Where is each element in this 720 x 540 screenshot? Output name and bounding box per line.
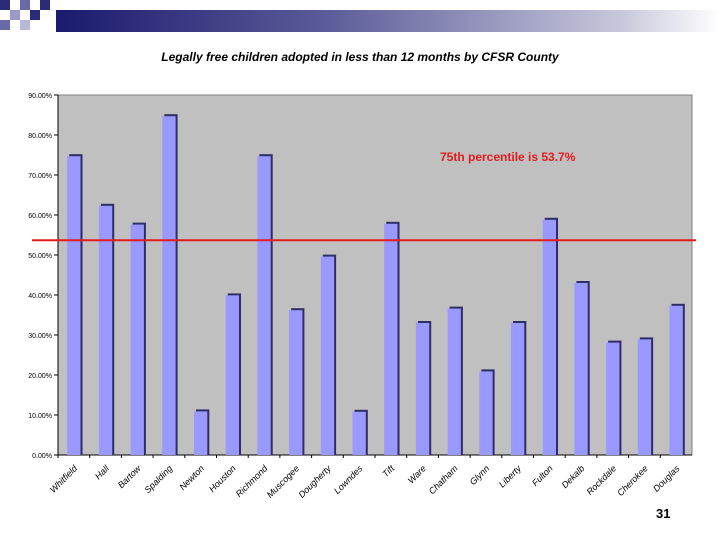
bar bbox=[510, 323, 525, 455]
bar bbox=[257, 156, 271, 455]
x-tick-label: Spalding bbox=[143, 463, 175, 495]
x-tick-label: Dougherty bbox=[296, 463, 333, 500]
y-tick-label: 10.00% bbox=[28, 413, 52, 420]
x-tick-label: Ware bbox=[406, 463, 428, 485]
y-tick-label: 90.00% bbox=[28, 93, 52, 100]
bar bbox=[637, 339, 652, 455]
bar bbox=[447, 308, 461, 455]
y-tick-label: 30.00% bbox=[28, 333, 52, 340]
bar bbox=[542, 219, 557, 455]
bar bbox=[384, 223, 398, 455]
plot-area bbox=[57, 94, 693, 456]
x-tick-label: Cherokee bbox=[615, 463, 650, 498]
x-tick-label: Liberty bbox=[497, 463, 524, 490]
y-tick-label: 40.00% bbox=[28, 293, 52, 300]
x-tick-label: Douglas bbox=[651, 463, 682, 494]
x-tick-label: Hall bbox=[93, 463, 112, 482]
y-tick-label: 0.00% bbox=[32, 453, 52, 460]
chart-title: Legally free children adopted in less th… bbox=[161, 50, 559, 64]
x-tick-label: Muscogee bbox=[265, 463, 301, 499]
x-tick-label: Glynn bbox=[468, 463, 492, 487]
bar bbox=[193, 411, 208, 455]
bar bbox=[98, 205, 113, 455]
bar bbox=[479, 371, 493, 455]
bar bbox=[352, 411, 366, 455]
y-tick-label: 80.00% bbox=[28, 133, 52, 140]
checker-decoration bbox=[0, 0, 50, 30]
x-tick-label: Chatham bbox=[427, 463, 460, 496]
x-tick-label: Dekalb bbox=[560, 463, 587, 490]
bar bbox=[67, 156, 81, 455]
bar bbox=[606, 342, 620, 455]
page-number: 31 bbox=[656, 506, 671, 521]
header-gradient-bar bbox=[56, 10, 720, 32]
bar bbox=[574, 283, 588, 455]
x-tick-label: Newton bbox=[177, 463, 206, 492]
x-tick-label: Bartow bbox=[116, 463, 143, 490]
bar bbox=[289, 310, 303, 455]
x-tick-label: Tift bbox=[380, 463, 396, 479]
bar bbox=[320, 256, 335, 455]
y-tick-label: 50.00% bbox=[28, 253, 52, 260]
reference-line-label: 75th percentile is 53.7% bbox=[440, 150, 576, 164]
y-tick-label: 60.00% bbox=[28, 213, 52, 220]
x-tick-label: Rockdale bbox=[585, 463, 619, 497]
bar bbox=[669, 305, 683, 455]
y-tick-label: 70.00% bbox=[28, 173, 52, 180]
y-tick-label: 20.00% bbox=[28, 373, 52, 380]
bar bbox=[415, 323, 430, 455]
x-tick-label: Houston bbox=[207, 463, 238, 494]
bar bbox=[162, 116, 176, 455]
x-tick-label: Lowndes bbox=[332, 463, 365, 496]
x-tick-label: Whitfield bbox=[48, 463, 80, 495]
bar bbox=[225, 295, 240, 455]
x-tick-label: Fulton bbox=[530, 463, 555, 488]
bar bbox=[130, 224, 144, 455]
